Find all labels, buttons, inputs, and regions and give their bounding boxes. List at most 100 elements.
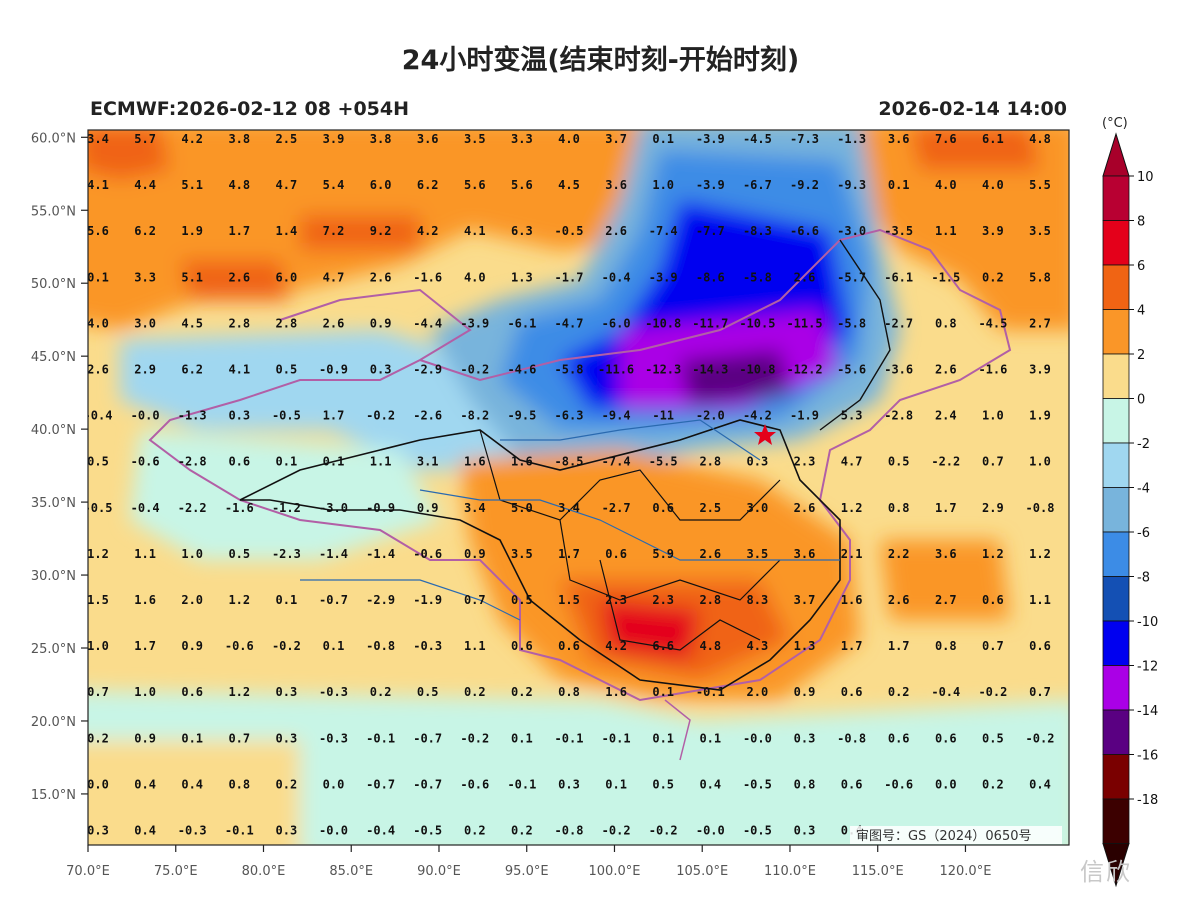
grid-value: -0.5	[743, 824, 772, 838]
grid-value: 0.1	[511, 731, 533, 745]
grid-value: 3.6	[888, 132, 910, 146]
grid-value: 6.0	[276, 270, 298, 284]
colorbar-top-arrow	[1103, 134, 1129, 176]
grid-value: -6.1	[507, 316, 536, 330]
grid-value: -0.3	[413, 639, 442, 653]
grid-value: -5.6	[837, 363, 866, 377]
lat-tick-label: 15.0°N	[31, 788, 76, 803]
grid-value: -11.7	[692, 316, 728, 330]
grid-value: 4.2	[181, 132, 203, 146]
grid-value: 1.1	[1029, 593, 1051, 607]
grid-value: -11.5	[786, 316, 822, 330]
grid-value: 4.4	[134, 178, 156, 192]
grid-value: 0.1	[652, 731, 674, 745]
grid-value: 0.2	[982, 270, 1004, 284]
grid-value: 3.6	[794, 547, 816, 561]
colorbar-segment	[1103, 577, 1129, 622]
grid-value: 4.5	[558, 178, 580, 192]
grid-value: -0.3	[178, 824, 207, 838]
grid-value: 0.2	[464, 824, 486, 838]
grid-value: 3.5	[464, 132, 486, 146]
lat-tick-label: 50.0°N	[31, 277, 76, 292]
grid-value: 0.5	[87, 455, 109, 469]
grid-value: 2.6	[370, 270, 392, 284]
grid-value: 1.6	[841, 593, 863, 607]
lon-tick-label: 110.0°E	[764, 864, 816, 879]
grid-value: 4.1	[464, 224, 486, 238]
grid-value: -0.0	[319, 824, 348, 838]
grid-value: -4.2	[743, 409, 772, 423]
grid-value: -1.3	[178, 409, 207, 423]
grid-value: 6.2	[134, 224, 156, 238]
grid-value: -2.9	[366, 593, 395, 607]
grid-value: 0.6	[1029, 639, 1051, 653]
grid-value: 0.1	[323, 455, 345, 469]
colorbar-tick-label: -6	[1137, 526, 1150, 541]
grid-value: -3.0	[837, 224, 866, 238]
grid-value: 0.6	[558, 639, 580, 653]
grid-value: -0.9	[366, 501, 395, 515]
colorbar-segment	[1103, 666, 1129, 711]
grid-value: -1.9	[413, 593, 442, 607]
grid-value: 2.9	[982, 501, 1004, 515]
grid-value: -2.8	[884, 409, 913, 423]
lon-tick-label: 85.0°E	[329, 864, 373, 879]
grid-value: -0.8	[837, 731, 866, 745]
grid-value: -0.1	[696, 685, 725, 699]
grid-value: 0.2	[87, 731, 109, 745]
grid-value: -4.4	[413, 316, 442, 330]
colorbar-segment	[1103, 176, 1129, 221]
grid-value: 3.4	[87, 132, 109, 146]
grid-value: 0.3	[794, 824, 816, 838]
grid-value: 1.2	[228, 685, 250, 699]
grid-value: -0.3	[319, 685, 348, 699]
grid-value: -1.5	[931, 270, 960, 284]
lat-tick-label: 30.0°N	[31, 569, 76, 584]
grid-value: 2.6	[794, 270, 816, 284]
grid-value: -0.1	[507, 777, 536, 791]
grid-value: -0.0	[696, 824, 725, 838]
colorbar-tick-label: -16	[1137, 749, 1158, 764]
grid-value: -0.4	[366, 824, 395, 838]
grid-value: 4.2	[417, 224, 439, 238]
grid-value: 5.6	[511, 178, 533, 192]
grid-value: -1.3	[837, 132, 866, 146]
grid-value: 1.7	[134, 639, 156, 653]
grid-value: 0.1	[652, 132, 674, 146]
grid-value: 4.8	[699, 639, 721, 653]
grid-value: 5.6	[464, 178, 486, 192]
grid-value: -4.6	[507, 363, 536, 377]
lon-tick-label: 100.0°E	[589, 864, 641, 879]
grid-value: 1.1	[464, 639, 486, 653]
grid-value: 0.6	[841, 685, 863, 699]
grid-value: -10.8	[739, 363, 775, 377]
grid-value: 0.9	[134, 731, 156, 745]
grid-value: -0.3	[319, 731, 348, 745]
grid-value: 6.6	[652, 639, 674, 653]
grid-value: 0.3	[276, 731, 298, 745]
grid-value: 5.4	[323, 178, 345, 192]
grid-value: -0.7	[413, 731, 442, 745]
grid-value: 3.5	[511, 547, 533, 561]
grid-value: -2.8	[178, 455, 207, 469]
grid-value: -9.2	[790, 178, 819, 192]
grid-value: 3.9	[323, 132, 345, 146]
grid-value: -2.2	[178, 501, 207, 515]
colorbar-segment	[1103, 621, 1129, 666]
grid-value: 1.6	[134, 593, 156, 607]
grid-value: -2.2	[931, 455, 960, 469]
grid-value: -4.5	[978, 316, 1007, 330]
grid-value: 0.3	[276, 824, 298, 838]
grid-value: 4.0	[982, 178, 1004, 192]
colorbar-tick-label: -2	[1137, 437, 1150, 452]
grid-value: -0.2	[460, 363, 489, 377]
grid-value: -0.4	[602, 270, 631, 284]
grid-value: -6.7	[743, 178, 772, 192]
grid-value: 1.0	[652, 178, 674, 192]
grid-value: -2.0	[696, 409, 725, 423]
grid-value: -8.6	[696, 270, 725, 284]
grid-value: 0.9	[464, 547, 486, 561]
grid-value: -0.1	[555, 731, 584, 745]
grid-value: 0.2	[888, 685, 910, 699]
